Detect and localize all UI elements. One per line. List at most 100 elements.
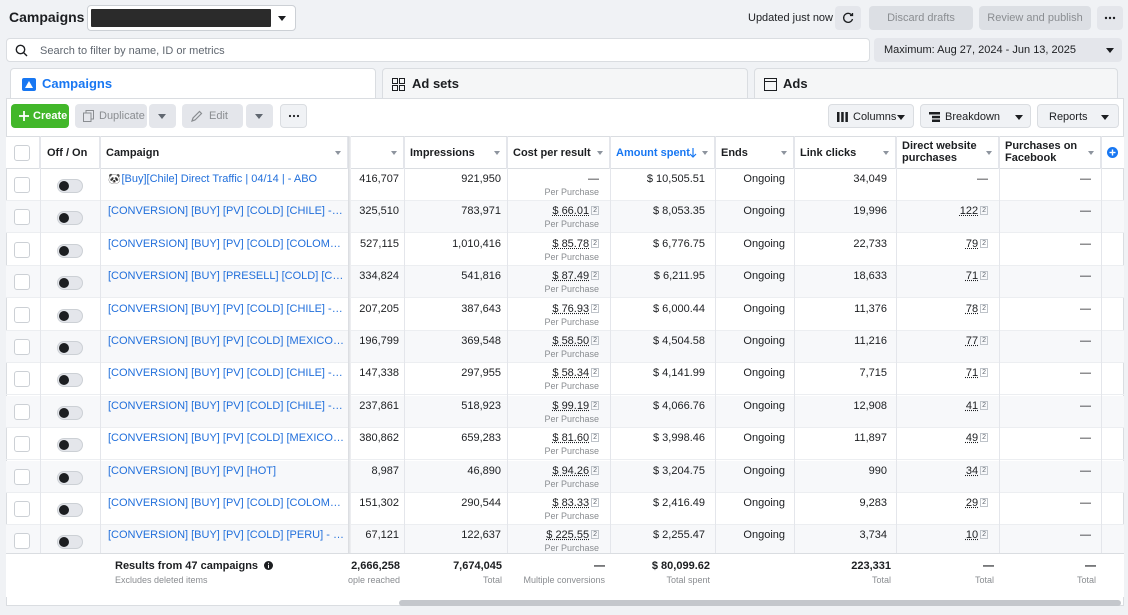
row-checkbox[interactable] (14, 469, 30, 485)
campaign-name-link[interactable]: [CONVERSION] [BUY] [PV] [HOT] (108, 465, 344, 479)
campaign-toggle[interactable] (57, 341, 83, 355)
row-checkbox[interactable] (14, 209, 30, 225)
cost-per-result[interactable]: $ 66.01 (552, 205, 590, 217)
columns-button[interactable]: Columns (828, 104, 914, 128)
campaign-toggle[interactable] (57, 276, 83, 290)
row-checkbox[interactable] (14, 404, 30, 420)
direct-website-purchases[interactable]: 122 (959, 205, 979, 217)
table-row[interactable]: [CONVERSION] [BUY] [PV] [HOT] 8,987 46,8… (6, 461, 1124, 493)
header-ends[interactable]: Ends (715, 137, 794, 169)
cost-per-result[interactable]: $ 58.34 (552, 367, 590, 379)
create-button[interactable]: Create (11, 104, 69, 128)
row-checkbox[interactable] (14, 371, 30, 387)
campaign-name-link[interactable]: 🐼[Buy][Chile] Direct Traffic | 04/14 | -… (108, 173, 344, 187)
direct-website-purchases[interactable]: 49 (965, 432, 979, 444)
cost-per-result[interactable]: $ 87.49 (552, 270, 590, 282)
campaign-name-link[interactable]: [CONVERSION] [BUY] [PV] [COLD] [COLOMBIA… (108, 238, 344, 252)
campaign-toggle[interactable] (57, 309, 83, 323)
campaign-name[interactable]: [CONVERSION] [BUY] [PV] [COLD] [CHILE] -… (108, 400, 344, 412)
campaign-toggle[interactable] (57, 373, 83, 387)
tab-campaigns[interactable]: Campaigns (10, 68, 376, 98)
table-row[interactable]: [CONVERSION] [BUY] [PV] [COLD] [CHILE] -… (6, 396, 1124, 428)
direct-website-purchases[interactable]: 71 (965, 367, 979, 379)
campaign-toggle[interactable] (57, 535, 83, 549)
duplicate-dropdown-button[interactable] (149, 104, 176, 128)
tab-ads[interactable]: Ads (754, 68, 1118, 98)
cost-per-result[interactable]: $ 225.55 (546, 529, 590, 541)
header-link-clicks[interactable]: Link clicks (794, 137, 896, 169)
toolbar-more-button[interactable] (280, 104, 307, 128)
campaign-toggle[interactable] (57, 211, 83, 225)
cost-per-result[interactable]: $ 83.33 (552, 497, 590, 509)
row-checkbox[interactable] (14, 339, 30, 355)
header-add-column[interactable] (1101, 137, 1124, 169)
search-input[interactable]: Search to filter by name, ID or metrics (40, 45, 225, 57)
campaign-name-link[interactable]: [CONVERSION] [BUY] [PV] [COLD] [PERU] - … (108, 529, 344, 543)
table-row[interactable]: [CONVERSION] [BUY] [PV] [COLD] [MEXICO] … (6, 331, 1124, 363)
header-amount-spent[interactable]: Amount spent (610, 137, 715, 169)
campaign-name[interactable]: [Buy][Chile] Direct Traffic | 04/14 | - … (121, 173, 318, 185)
table-row[interactable]: [CONVERSION] [BUY] [PV] [COLD] [COLOMBIA… (6, 493, 1124, 525)
row-checkbox[interactable] (14, 436, 30, 452)
campaign-name[interactable]: [CONVERSION] [BUY] [PV] [COLD] [PERU] - … (108, 529, 344, 541)
row-checkbox[interactable] (14, 242, 30, 258)
edit-button[interactable]: Edit (182, 104, 243, 128)
discard-drafts-button[interactable]: Discard drafts (869, 6, 973, 30)
campaign-toggle[interactable] (57, 406, 83, 420)
campaign-name[interactable]: [CONVERSION] [BUY] [PV] [COLD] [COLOMBIA… (108, 238, 344, 250)
search-bar[interactable]: Search to filter by name, ID or metrics (6, 38, 870, 62)
direct-website-purchases[interactable]: 78 (965, 303, 979, 315)
header-impressions[interactable]: Impressions (404, 137, 507, 169)
account-selector[interactable] (87, 5, 296, 31)
campaign-toggle[interactable] (57, 244, 83, 258)
header-direct-website[interactable]: Direct website purchases (896, 137, 999, 169)
cost-per-result[interactable]: $ 58.50 (552, 335, 590, 347)
row-checkbox[interactable] (14, 177, 30, 193)
campaign-name[interactable]: [CONVERSION] [BUY] [PV] [COLD] [CHILE] -… (108, 367, 344, 379)
campaign-toggle[interactable] (57, 438, 83, 452)
row-checkbox[interactable] (14, 307, 30, 323)
table-row[interactable]: [CONVERSION] [BUY] [PV] [COLD] [CHILE] -… (6, 363, 1124, 395)
header-purchases-facebook[interactable]: Purchases on Facebook (999, 137, 1101, 169)
reports-button[interactable]: Reports (1037, 104, 1119, 128)
table-row[interactable]: [CONVERSION] [BUY] [PV] [COLD] [COLOMBIA… (6, 234, 1124, 266)
direct-website-purchases[interactable]: 29 (965, 497, 979, 509)
campaign-name[interactable]: [CONVERSION] [BUY] [PV] [COLD] [MEXICO] … (108, 432, 344, 444)
table-row[interactable]: [CONVERSION] [BUY] [PV] [COLD] [PERU] - … (6, 525, 1124, 557)
direct-website-purchases[interactable]: 41 (965, 400, 979, 412)
campaign-toggle[interactable] (57, 179, 83, 193)
table-row[interactable]: [CONVERSION] [BUY] [PV] [COLD] [CHILE] -… (6, 201, 1124, 233)
campaign-name-link[interactable]: [CONVERSION] [BUY] [PV] [COLD] [CHILE] -… (108, 400, 344, 414)
cost-per-result[interactable]: $ 94.26 (552, 465, 590, 477)
date-range-picker[interactable]: Maximum: Aug 27, 2024 - Jun 13, 2025 (874, 38, 1122, 62)
duplicate-button[interactable]: Duplicate (75, 104, 147, 128)
breakdown-button[interactable]: Breakdown (920, 104, 1031, 128)
campaign-name[interactable]: [CONVERSION] [BUY] [PV] [COLD] [CHILE] -… (108, 303, 344, 315)
campaign-name[interactable]: [CONVERSION] [BUY] [PV] [COLD] [COLOMBIA… (108, 497, 344, 509)
tab-ad-sets[interactable]: Ad sets (382, 68, 748, 98)
header-campaign[interactable]: Campaign (100, 137, 348, 169)
campaign-name-link[interactable]: [CONVERSION] [BUY] [PV] [COLD] [COLOMBIA… (108, 497, 344, 511)
campaign-name-link[interactable]: [CONVERSION] [BUY] [PV] [COLD] [CHILE] -… (108, 205, 344, 219)
campaign-name-link[interactable]: [CONVERSION] [BUY] [PRESELL] [COLD] [COL… (108, 270, 344, 284)
row-checkbox[interactable] (14, 501, 30, 517)
campaign-toggle[interactable] (57, 503, 83, 517)
horizontal-scrollbar[interactable] (399, 600, 1121, 606)
row-checkbox[interactable] (14, 533, 30, 549)
campaign-name-link[interactable]: [CONVERSION] [BUY] [PV] [COLD] [CHILE] -… (108, 367, 344, 381)
table-row[interactable]: 🐼[Buy][Chile] Direct Traffic | 04/14 | -… (6, 169, 1124, 201)
campaign-name-link[interactable]: [CONVERSION] [BUY] [PV] [COLD] [CHILE] -… (108, 303, 344, 317)
table-row[interactable]: [CONVERSION] [BUY] [PV] [COLD] [MEXICO] … (6, 428, 1124, 460)
cost-per-result[interactable]: $ 85.78 (552, 238, 590, 250)
refresh-button[interactable] (835, 6, 861, 30)
campaign-name-link[interactable]: [CONVERSION] [BUY] [PV] [COLD] [MEXICO] … (108, 432, 344, 446)
edit-dropdown-button[interactable] (246, 104, 273, 128)
direct-website-purchases[interactable]: 77 (965, 335, 979, 347)
campaign-name[interactable]: [CONVERSION] [BUY] [PRESELL] [COLD] [COL… (108, 270, 344, 282)
direct-website-purchases[interactable]: 34 (965, 465, 979, 477)
campaign-name-link[interactable]: [CONVERSION] [BUY] [PV] [COLD] [MEXICO] … (108, 335, 344, 349)
direct-website-purchases[interactable]: 71 (965, 270, 979, 282)
campaign-toggle[interactable] (57, 471, 83, 485)
cost-per-result[interactable]: $ 81.60 (552, 432, 590, 444)
table-row[interactable]: [CONVERSION] [BUY] [PV] [COLD] [CHILE] -… (6, 299, 1124, 331)
